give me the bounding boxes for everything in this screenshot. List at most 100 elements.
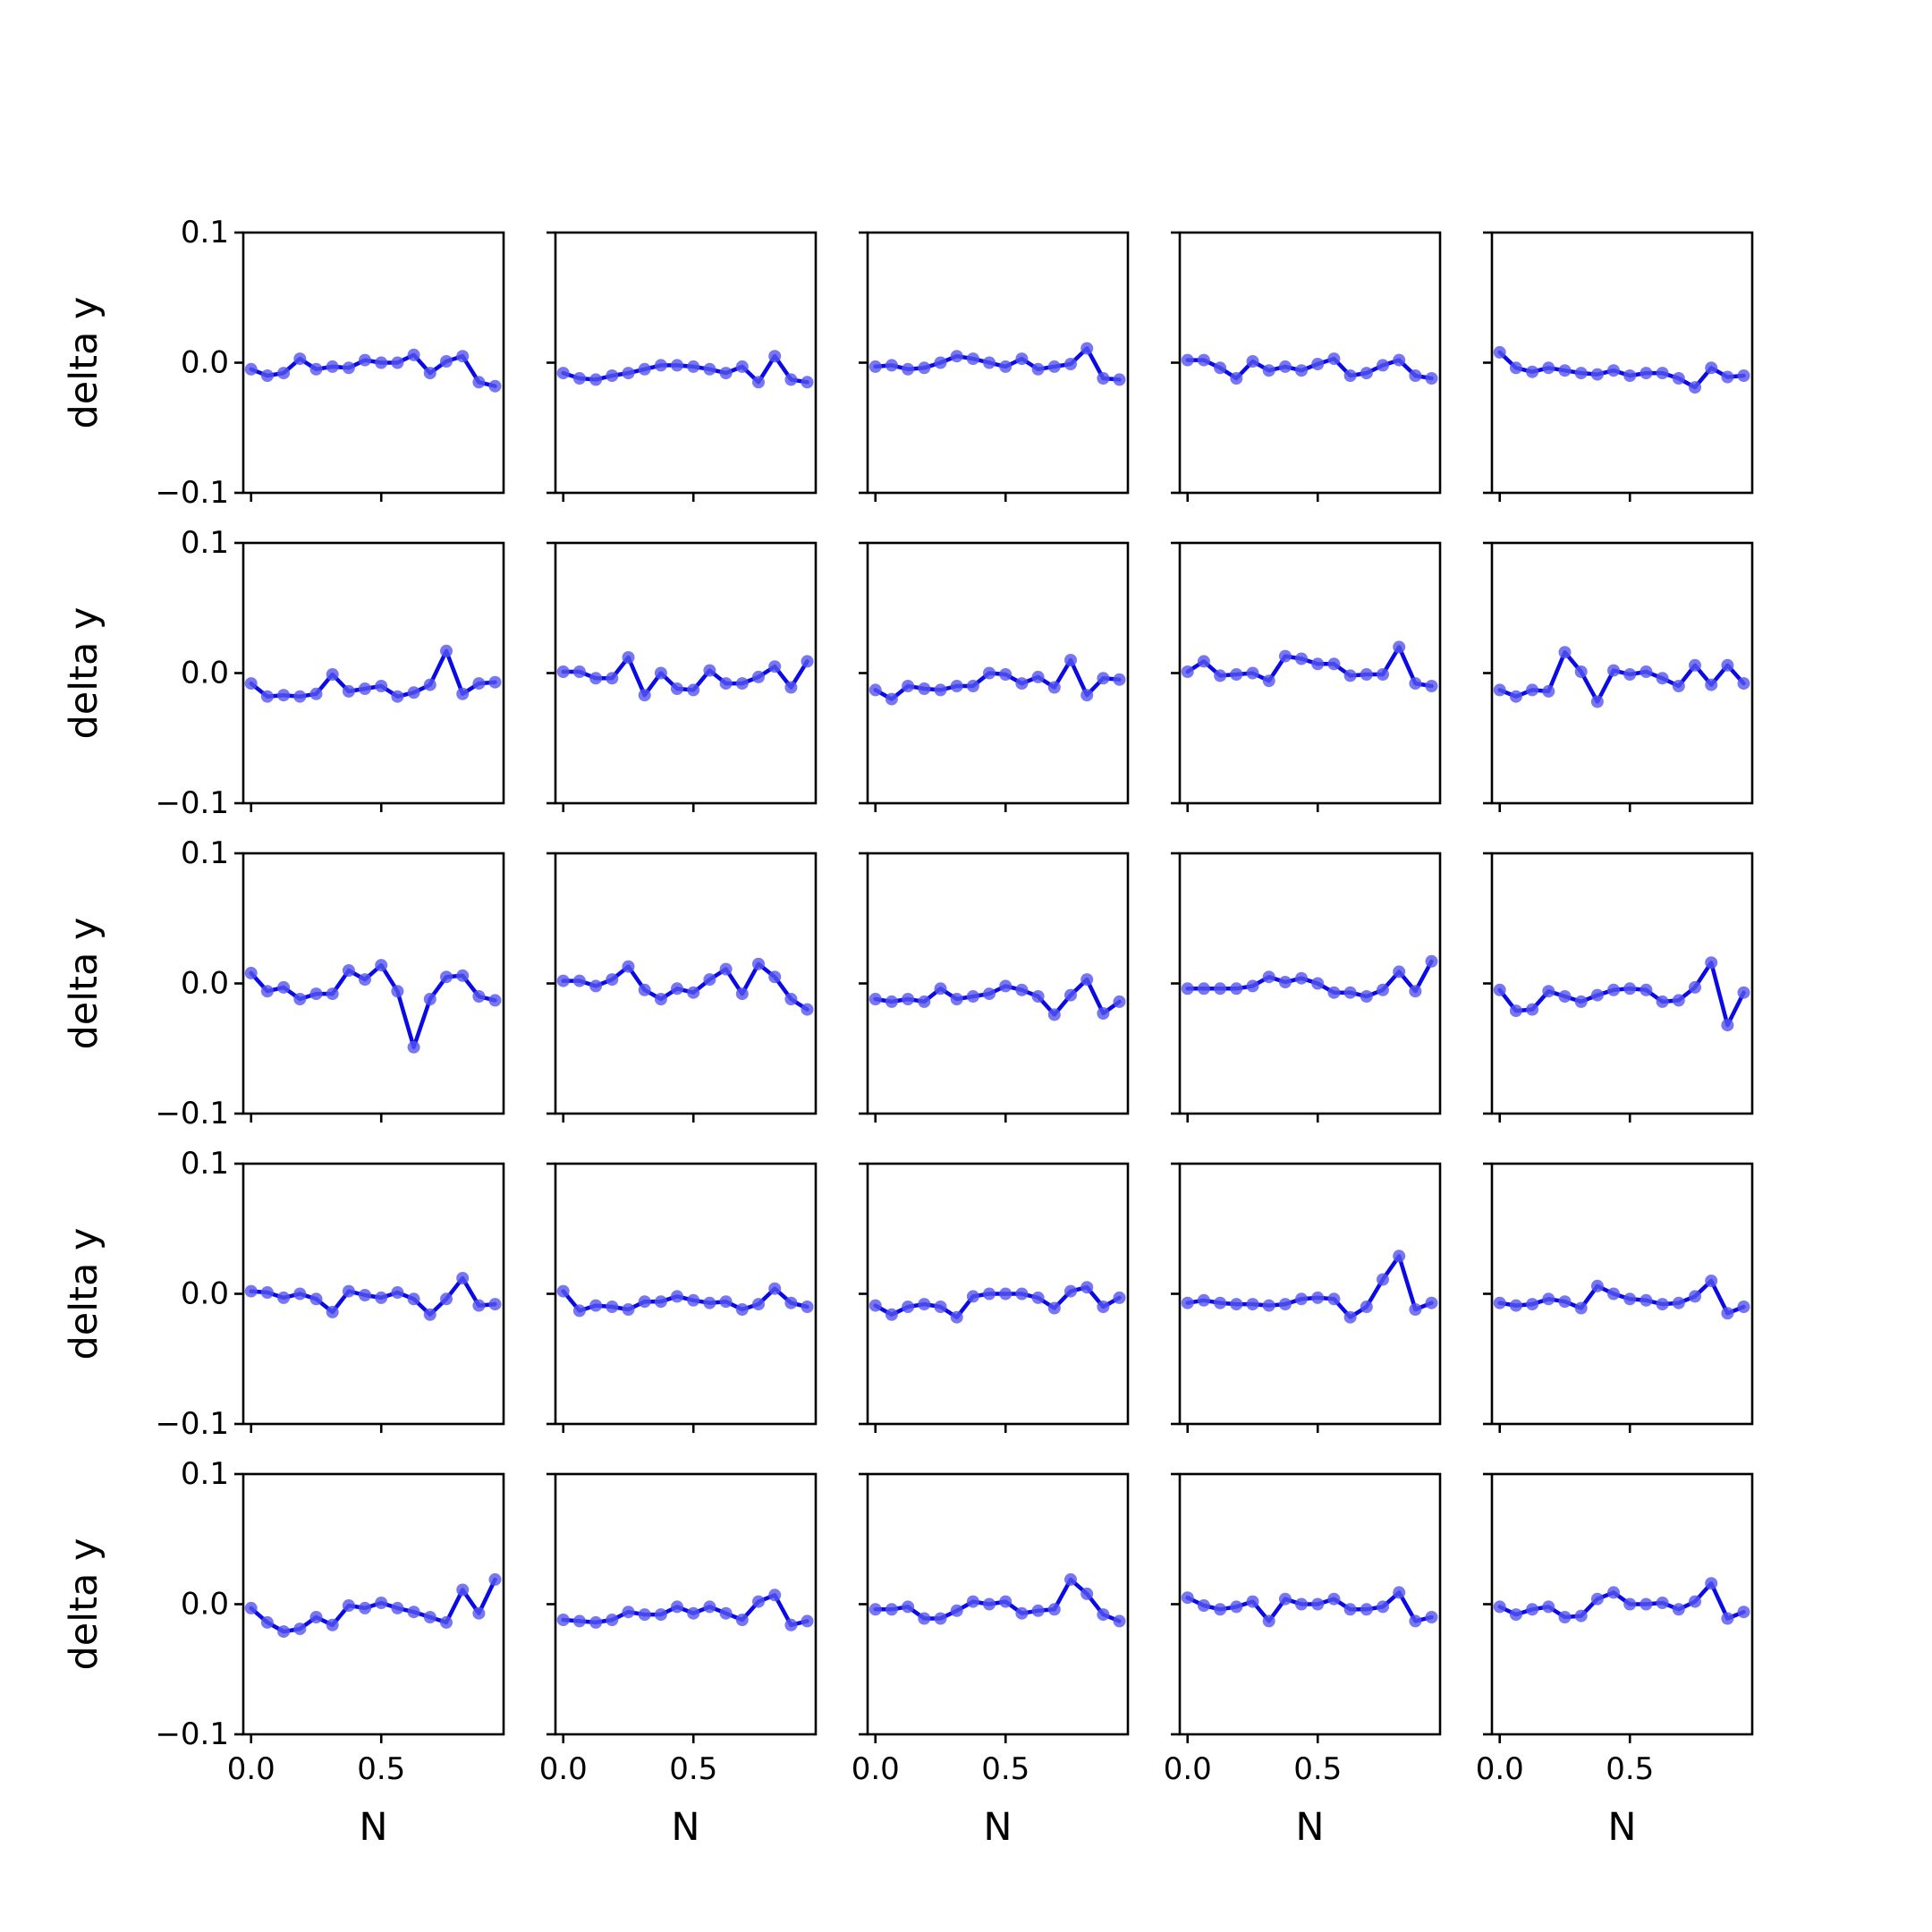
y-tick-label: 0.1 (181, 1146, 229, 1182)
data-point-4 (293, 352, 307, 366)
series-line (873, 1577, 1122, 1623)
data-point-4 (606, 672, 619, 685)
data-point-2 (885, 995, 898, 1008)
data-point-6 (326, 668, 339, 681)
x-tick-label: 0.0 (1476, 1751, 1524, 1787)
data-point-6 (638, 1608, 651, 1622)
data-point-14 (1705, 1577, 1718, 1590)
series-line (1497, 350, 1746, 390)
data-point-9 (687, 1293, 700, 1307)
data-point-6 (1574, 995, 1588, 1008)
subplot-r2-c1: −0.1 0.0 0.1 delta y (62, 525, 505, 821)
subplot-r3-c4 (1171, 852, 1442, 1123)
series-line (249, 1577, 497, 1634)
data-point-9 (1623, 982, 1637, 996)
y-tick-label: 0.1 (181, 215, 229, 250)
subplot-r5-c4: 0.0 0.5 N (1164, 1472, 1442, 1850)
data-point-9 (1311, 1291, 1325, 1304)
series-line (249, 352, 497, 388)
data-point-7 (966, 352, 979, 366)
data-point-7 (342, 684, 355, 698)
data-point-16 (1113, 373, 1126, 386)
y-tick-label: 0.0 (181, 1587, 229, 1623)
data-point-5 (934, 982, 947, 996)
data-point-11 (407, 1606, 420, 1619)
y-tick-label: 0.0 (181, 966, 229, 1002)
x-axis-label: N (1295, 1805, 1324, 1850)
data-point-14 (1393, 1586, 1406, 1599)
data-point-15 (472, 1299, 486, 1312)
data-point-9 (1623, 369, 1637, 382)
subplot-r5-c3: 0.0 0.5 N (852, 1472, 1130, 1850)
data-point-13 (752, 1595, 765, 1608)
data-point-10 (1327, 1292, 1341, 1306)
data-point-10 (1640, 367, 1653, 380)
data-point-16 (488, 994, 502, 1007)
data-point-14 (768, 350, 782, 363)
data-point-12 (1360, 668, 1373, 681)
data-point-9 (1311, 657, 1325, 671)
data-point-14 (456, 969, 470, 982)
data-point-1 (1493, 1296, 1506, 1309)
data-point-12 (735, 1614, 749, 1626)
data-point-9 (1311, 1597, 1325, 1611)
data-point-10 (703, 1296, 716, 1309)
y-tick-label: −0.1 (155, 1406, 229, 1442)
subplot-r2-c5 (1483, 541, 1754, 812)
data-point-13 (1064, 1284, 1077, 1298)
data-point-3 (277, 367, 291, 380)
series-line (561, 1593, 809, 1628)
data-point-5 (1558, 1295, 1572, 1309)
data-point-11 (719, 677, 733, 691)
x-tick-label: 0.5 (1606, 1751, 1654, 1787)
data-point-6 (326, 360, 339, 373)
data-point-5 (1558, 364, 1572, 377)
data-point-3 (589, 1299, 603, 1312)
data-point-16 (1113, 673, 1126, 686)
series-line (561, 1286, 809, 1313)
data-point-5 (309, 687, 323, 700)
data-point-5 (1558, 646, 1572, 659)
data-point-16 (1425, 1611, 1438, 1623)
data-point-3 (1526, 1298, 1539, 1311)
data-point-8 (671, 1600, 683, 1614)
data-point-1 (556, 1614, 570, 1626)
data-point-16 (801, 1301, 814, 1313)
data-point-5 (622, 960, 635, 973)
data-point-16 (488, 379, 502, 393)
data-point-4 (918, 995, 931, 1008)
subplot-r4-c2 (547, 1162, 818, 1433)
data-point-2 (572, 665, 586, 678)
series-line (1497, 649, 1746, 704)
data-point-8 (1607, 664, 1620, 677)
data-point-14 (1080, 342, 1094, 355)
data-point-15 (784, 993, 798, 1005)
data-point-1 (244, 1601, 258, 1614)
data-point-11 (1343, 1603, 1357, 1616)
data-point-4 (606, 369, 619, 382)
data-point-9 (999, 979, 1013, 993)
data-point-4 (1542, 684, 1555, 698)
data-point-13 (1689, 1595, 1701, 1608)
data-point-8 (1607, 983, 1620, 996)
data-point-12 (1047, 360, 1061, 373)
data-point-8 (983, 356, 996, 369)
data-point-5 (1558, 1611, 1572, 1623)
data-point-14 (768, 660, 782, 674)
data-point-9 (999, 360, 1013, 373)
series-line (1185, 1254, 1434, 1319)
data-point-12 (1360, 367, 1373, 380)
data-point-16 (1113, 1291, 1126, 1304)
data-point-13 (1377, 668, 1389, 681)
subplot-r4-c3 (859, 1162, 1130, 1433)
data-point-15 (784, 1618, 798, 1631)
data-point-5 (1246, 1298, 1259, 1311)
data-point-11 (1343, 986, 1357, 999)
data-point-4 (293, 1287, 307, 1301)
data-point-1 (1493, 345, 1506, 359)
data-point-16 (1425, 372, 1438, 385)
data-point-5 (309, 1611, 323, 1623)
data-point-15 (784, 681, 798, 694)
data-point-6 (950, 993, 963, 1005)
data-point-15 (472, 1606, 486, 1620)
